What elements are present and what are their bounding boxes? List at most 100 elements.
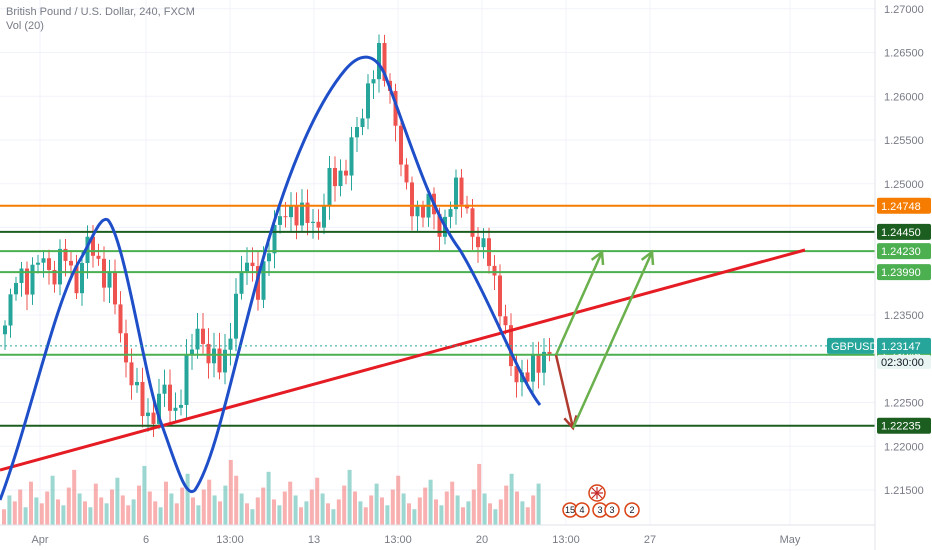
candle-body (382, 42, 387, 81)
volume-bar (417, 497, 422, 525)
volume-bar (493, 509, 498, 525)
volume-bar (61, 505, 66, 525)
volume-bars (2, 460, 541, 525)
candle-body (168, 384, 172, 411)
candle-body (47, 258, 51, 270)
volume-bar (509, 473, 514, 525)
candle-body (283, 216, 288, 218)
candle-body (338, 170, 343, 187)
volume-bar (293, 495, 298, 525)
volume-bar (29, 481, 33, 525)
volume-bar (288, 481, 293, 525)
volume-bar (153, 501, 158, 525)
candle-body (184, 354, 189, 405)
candle-body (498, 275, 502, 317)
candle-body (261, 261, 266, 300)
volume-bar (174, 503, 179, 525)
volume-bar (369, 495, 374, 525)
volume-bar (347, 469, 352, 525)
grid (0, 0, 875, 525)
volume-bar (72, 469, 77, 525)
volume-bar (201, 489, 206, 525)
candle-body (547, 351, 552, 356)
price-tick-label: 1.26000 (884, 91, 924, 103)
volume-bar (228, 460, 233, 525)
candle-body (217, 348, 222, 373)
candle-body (355, 127, 359, 138)
volume-bar (531, 495, 536, 525)
volume-label: Vol (20) (6, 20, 44, 32)
volume-bar (207, 479, 212, 525)
volume-bar (390, 489, 395, 525)
volume-bar (39, 503, 44, 525)
candle-body (36, 262, 40, 265)
candle-body (179, 404, 183, 408)
volume-bar (326, 503, 330, 525)
candle-body (267, 253, 271, 262)
level-label-bg (877, 417, 931, 434)
candle-body (96, 255, 101, 259)
volume-bar (498, 499, 503, 525)
price-tick-label: 1.25000 (884, 179, 924, 191)
volume-bar (158, 507, 163, 525)
event-badge-count: 3 (597, 505, 602, 515)
price-axis: 1.270001.265001.260001.255001.250001.245… (827, 0, 932, 550)
volume-bar (185, 473, 190, 525)
volume-bar (439, 505, 444, 525)
arrow-shaft (571, 251, 654, 429)
candle-body (360, 118, 365, 128)
volume-bar (336, 499, 341, 525)
candle-body (454, 177, 458, 210)
volume-bar (272, 499, 276, 525)
candle-body (239, 271, 244, 294)
candle-body (52, 269, 57, 285)
candle-body (415, 206, 420, 217)
volume-bar (126, 505, 131, 525)
candle-body (151, 412, 156, 424)
candle-body (8, 294, 13, 326)
volume-bar (277, 505, 282, 525)
volume-bar (434, 499, 438, 525)
candle-body (459, 177, 464, 205)
volume-bar (401, 493, 406, 525)
level-label-bg (877, 197, 931, 214)
event-badges: 15 4 3 3 2 (562, 484, 640, 518)
volume-bar (7, 495, 12, 525)
arrow-shaft (554, 354, 575, 429)
candle-body (448, 209, 453, 217)
volume-bar (309, 489, 314, 525)
candle-body (503, 316, 508, 326)
volume-bar (320, 493, 325, 525)
candle-body (344, 170, 348, 176)
volume-bar (428, 479, 433, 525)
volume-bar (234, 475, 239, 525)
candle-body (410, 182, 414, 217)
candles (3, 34, 552, 438)
volume-bar (261, 487, 266, 525)
volume-bar (137, 485, 141, 525)
level-label: 1.22235 (881, 421, 921, 433)
volume-bar (34, 497, 39, 525)
arrow-head (590, 249, 605, 266)
level-label: 1.24748 (881, 201, 921, 213)
candle-body (305, 202, 310, 223)
time-axis: Apr 6 13:00 13 13:00 20 13:00 27 May (0, 524, 875, 546)
candle-body (481, 238, 486, 248)
countdown: 02:30:00 (881, 357, 924, 369)
candle-body (289, 206, 293, 218)
volume-bar (77, 493, 82, 525)
price-curve (0, 55, 542, 501)
candle-body (201, 328, 205, 344)
price-tick-label: 1.26500 (884, 48, 924, 60)
arrow-head (640, 249, 655, 266)
level-label: 1.23990 (881, 267, 921, 279)
candle-body (63, 248, 68, 261)
time-tick-label: Apr (31, 534, 48, 546)
volume-bar (147, 491, 152, 525)
candle-body (223, 349, 227, 373)
level-label-bg (877, 223, 931, 240)
volume-bar (93, 483, 98, 525)
volume-bar (482, 493, 487, 525)
volume-bar (461, 507, 465, 525)
